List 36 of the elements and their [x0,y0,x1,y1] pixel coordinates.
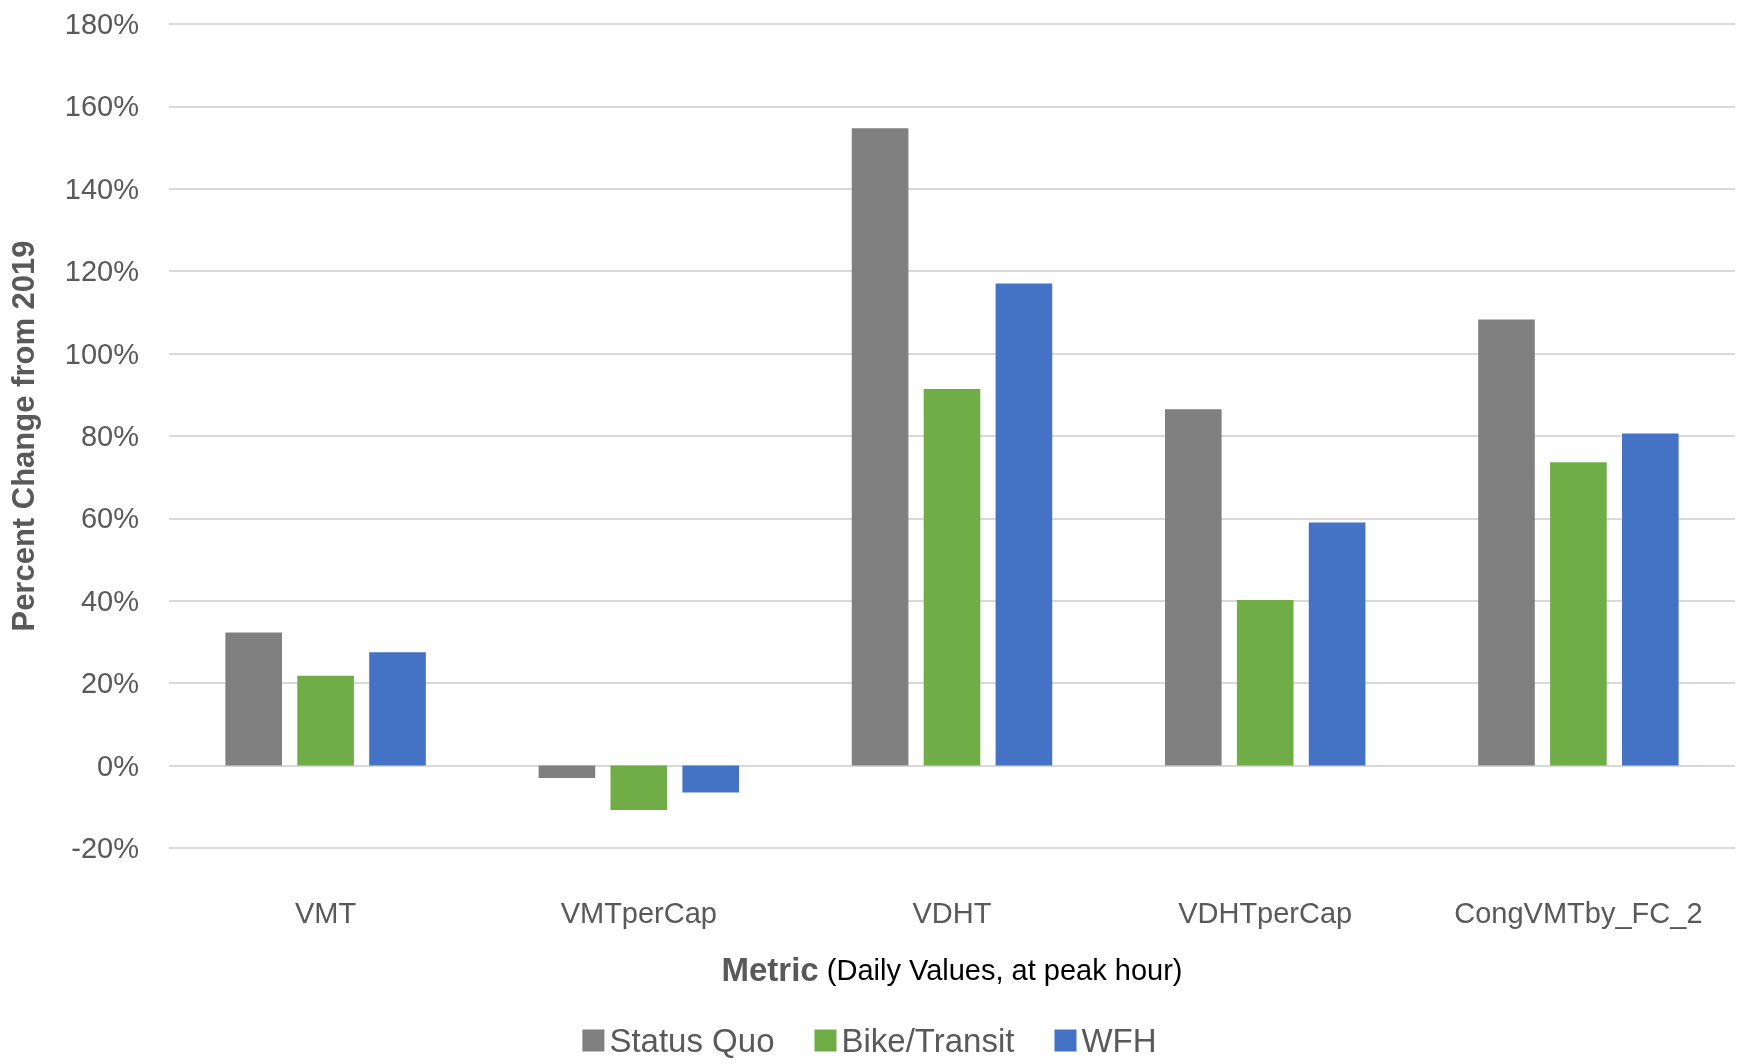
bar [1622,433,1679,766]
bar [1478,319,1535,766]
y-tick-label: 180% [64,8,139,40]
bar [369,652,426,766]
y-tick-label: 20% [80,667,139,700]
x-tick-label: CongVMTby_FC_2 [1454,896,1703,929]
bar [610,765,668,811]
y-tick-label: 0% [97,749,139,782]
y-tick-label: 120% [64,255,139,288]
x-tick-label: VDHT [912,896,992,929]
x-tick-label: VDHTperCap [1178,896,1353,929]
bar [1236,599,1294,766]
bar [995,283,1053,766]
y-tick-label: 40% [80,584,139,617]
legend-label: WFH [1081,1022,1157,1059]
bar [1550,462,1607,766]
bar [851,128,909,766]
bar [1164,409,1222,766]
legend-label: Bike/Transit [841,1022,1015,1059]
bar [1308,522,1366,766]
bar [225,632,282,766]
y-tick-label: 80% [80,420,139,452]
y-tick-label: -20% [71,832,139,864]
y-axis-title: Percent Change from 2019 [6,240,41,632]
y-tick-label: 140% [64,172,139,205]
bar [297,675,354,766]
y-tick-label: 100% [64,337,139,370]
y-tick-label: 60% [80,502,139,535]
bar [682,765,740,793]
bar [923,389,981,766]
x-axis-title: Metric (Daily Values, at peak hour) [721,951,1183,988]
y-tick-label: 160% [64,90,139,123]
legend-label: Status Quo [609,1022,775,1059]
bar [538,765,596,778]
x-tick-label: VMTperCap [560,896,717,929]
x-tick-label: VMT [294,896,357,929]
